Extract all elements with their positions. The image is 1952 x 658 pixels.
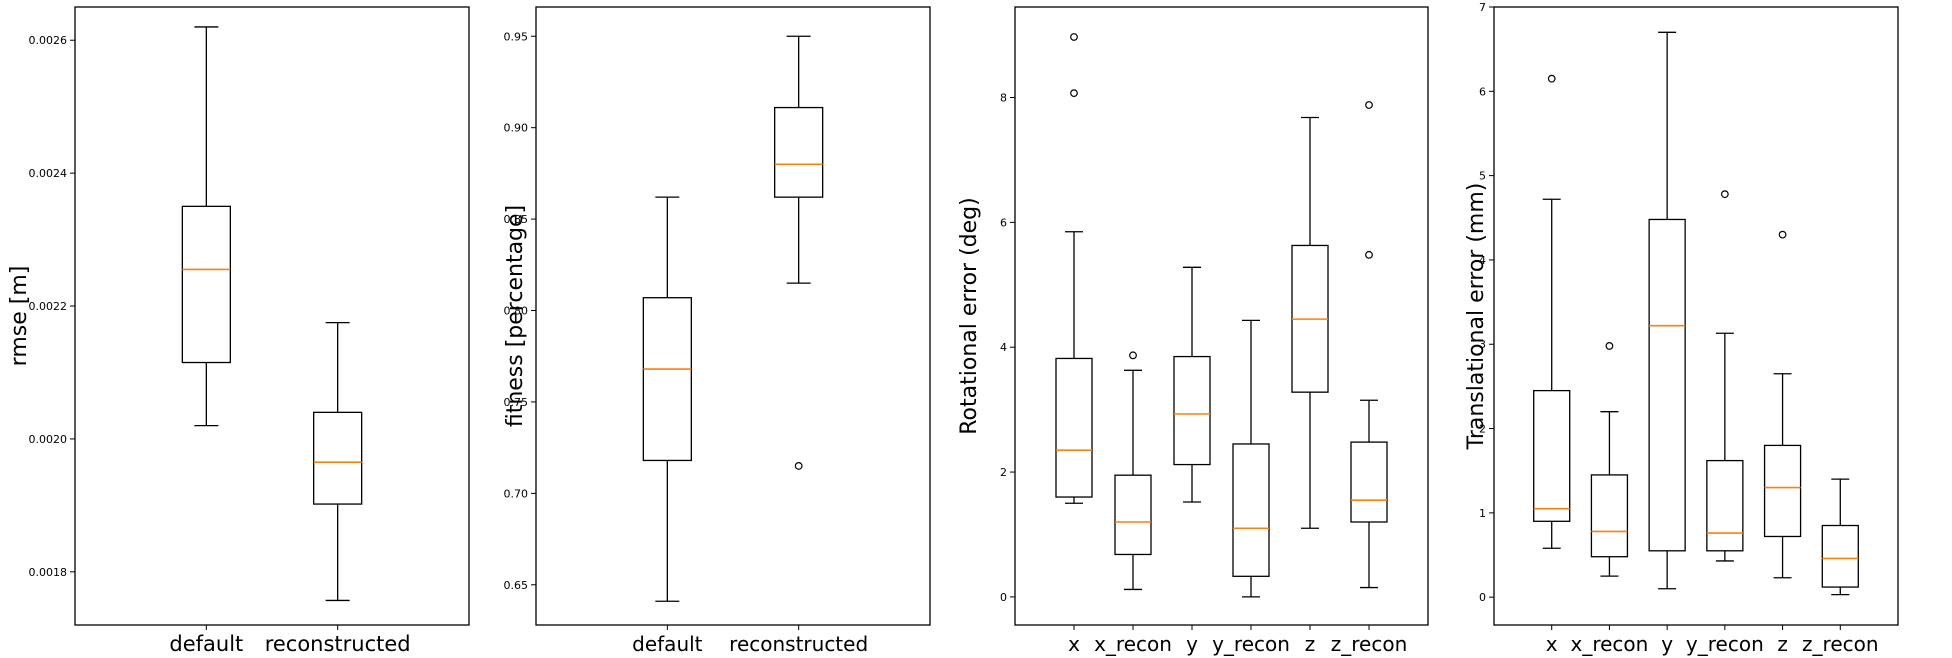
outlier-point: [1070, 33, 1078, 41]
y-axis-label: fitness [percentage]: [503, 205, 528, 427]
iqr-box: [1533, 389, 1571, 522]
y-tick-label: 0.70: [504, 487, 529, 500]
iqr-box: [642, 297, 692, 462]
box-default: [642, 196, 692, 602]
iqr-box: [1173, 355, 1211, 466]
box-y: [1648, 31, 1686, 590]
y-tick-label: 0.0018: [29, 566, 68, 579]
box-x: [1533, 74, 1571, 549]
y-tick-label: 5: [1479, 170, 1486, 183]
y-tick-label: 0.75: [504, 396, 529, 409]
y-tick-label: 0.0026: [29, 34, 68, 47]
y-tick-label: 0: [1000, 591, 1007, 604]
iqr-box: [1590, 474, 1629, 558]
iqr-box: [1114, 474, 1152, 556]
y-tick-label: 4: [1479, 254, 1486, 267]
y-tick-label: 4: [1000, 341, 1007, 354]
y-tick-label: 2: [1000, 466, 1007, 479]
y-tick-label: 0.95: [504, 30, 529, 43]
box-reconstructed: [774, 35, 824, 470]
y-tick-label: 7: [1479, 1, 1486, 14]
box-z: [1763, 230, 1802, 579]
x-tick-label: x_recon: [1571, 632, 1649, 656]
y-tick-label: 8: [1000, 92, 1007, 105]
box-x_recon: [1114, 351, 1152, 591]
y-tick-label: 0.85: [504, 213, 529, 226]
box-z: [1291, 116, 1329, 529]
y-tick-label: 0.0022: [29, 300, 68, 313]
y-tick-label: 6: [1000, 216, 1007, 229]
box-x_recon: [1590, 342, 1629, 577]
x-tick-label: y: [1186, 632, 1198, 656]
x-tick-label: y: [1661, 632, 1673, 656]
outlier-point: [1070, 89, 1078, 98]
y-tick-label: 0.80: [504, 305, 529, 318]
outlier-point: [1778, 230, 1787, 239]
box-z_recon: [1350, 101, 1388, 589]
x-tick-label: x: [1068, 632, 1080, 656]
box-z_recon: [1821, 478, 1859, 596]
y-tick-label: 0: [1479, 591, 1486, 604]
box-reconstructed: [313, 321, 363, 602]
x-tick-label: x_recon: [1094, 632, 1172, 656]
y-tick-label: 6: [1479, 85, 1486, 98]
y-axis-label: Rotational error (deg): [957, 197, 982, 434]
iqr-box: [1821, 524, 1859, 588]
x-tick-label: z_recon: [1802, 632, 1879, 656]
x-tick-label: reconstructed: [265, 632, 411, 656]
iqr-box: [774, 106, 824, 198]
iqr-box: [1706, 459, 1744, 552]
y-tick-label: 3: [1479, 338, 1486, 351]
box-default: [181, 26, 231, 427]
axes-frame: [1014, 6, 1429, 626]
y-tick-label: 0.65: [504, 579, 529, 592]
x-tick-label: y_recon: [1212, 632, 1290, 656]
x-tick-label: z_recon: [1331, 632, 1408, 656]
iqr-box: [1648, 218, 1686, 552]
iqr-box: [1055, 357, 1093, 498]
axes-frame: [1493, 6, 1899, 626]
panel-translational-error: 0 1 2 3 4 5 6 7 Translational error (mm) x x_recon…: [1464, 1, 1899, 656]
panel-rotational-error: 0 2 4 6 8 Rotational error (deg) x x_recon y y_re…: [957, 6, 1429, 656]
x-tick-label: reconstructed: [729, 632, 868, 656]
outlier-point: [1720, 190, 1729, 199]
y-tick-label: 1: [1479, 507, 1486, 520]
axes-frame: [74, 6, 470, 626]
iqr-box: [313, 411, 363, 505]
box-x: [1055, 33, 1093, 504]
iqr-box: [1232, 443, 1270, 577]
y-tick-label: 2: [1479, 423, 1486, 436]
box-y_recon: [1232, 319, 1270, 598]
x-tick-label: z: [1305, 632, 1316, 656]
x-tick-label: x: [1546, 632, 1558, 656]
iqr-box: [1350, 441, 1388, 523]
x-tick-label: y_recon: [1686, 632, 1764, 656]
panel-rmse: 0.0018 0.0020 0.0022 0.0024 0.0026 rmse [m] de…: [7, 6, 470, 656]
iqr-box: [181, 205, 231, 364]
y-axis-label: Translational error (mm): [1464, 183, 1489, 451]
x-tick-label: default: [169, 632, 243, 656]
outlier-point: [1605, 342, 1614, 350]
box-y: [1173, 266, 1211, 503]
outlier-point: [794, 462, 803, 470]
outlier-point: [1547, 74, 1556, 83]
x-tick-label: z: [1777, 632, 1788, 656]
outlier-point: [1365, 101, 1373, 109]
panel-fitness: 0.65 0.70 0.75 0.80 0.85 0.90 0.95 fitness [per…: [503, 6, 931, 656]
outlier-point: [1365, 250, 1373, 259]
iqr-box: [1763, 444, 1802, 538]
y-tick-label: 0.0020: [29, 433, 68, 446]
box-y_recon: [1706, 190, 1744, 562]
y-tick-label: 0.90: [504, 122, 529, 135]
y-axis-label: rmse [m]: [7, 266, 32, 367]
outlier-point: [1129, 351, 1137, 360]
axes-frame: [535, 6, 931, 626]
x-tick-label: default: [632, 632, 703, 656]
y-tick-label: 0.0024: [29, 167, 68, 180]
